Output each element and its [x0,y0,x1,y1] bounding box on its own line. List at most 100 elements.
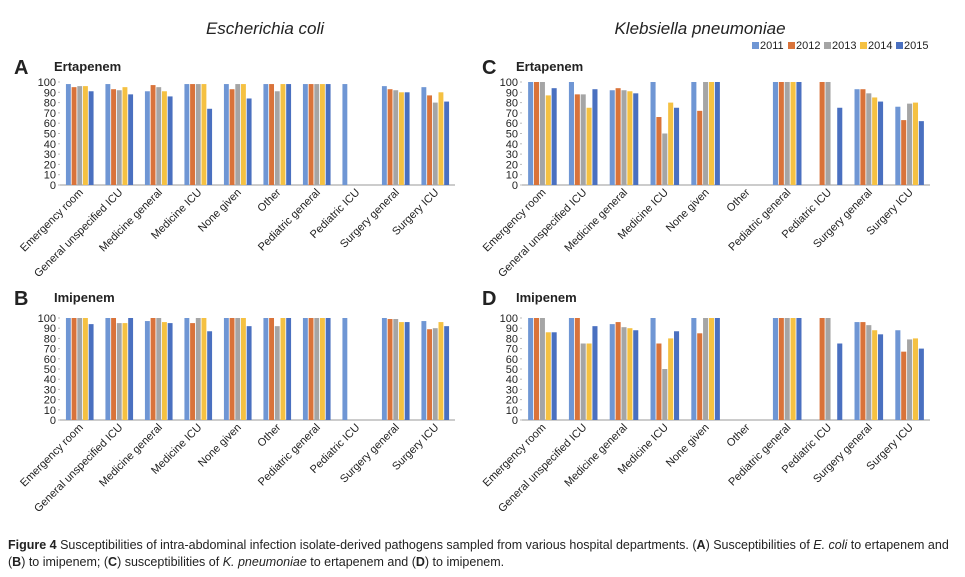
bar [866,325,872,420]
chart-title: Imipenem [54,290,115,305]
chart-panel: A Ertapenem0102030405060708090100Emergenc… [14,57,455,280]
bar [387,89,393,185]
bar [528,82,534,185]
bar [615,88,621,185]
y-tick-label: 10 [506,405,518,417]
bar [302,318,308,420]
y-tick-label: 0 [50,180,56,192]
bar [772,82,778,185]
bar [621,327,627,420]
bar [161,322,167,420]
y-tick-label: 70 [44,344,56,356]
bar [912,102,919,185]
bar [668,102,674,185]
bar [878,101,884,185]
bar [586,107,592,185]
y-tick-label: 60 [506,354,518,366]
y-tick-label: 30 [506,149,518,161]
bar [825,82,831,185]
bar [627,328,633,420]
bar [825,318,831,420]
legend-label: 2014 [868,40,892,52]
bar [533,318,540,420]
bar [77,318,83,420]
bar [790,318,796,420]
bar [274,326,280,420]
bar [674,107,680,185]
bar [901,120,907,185]
y-tick-label: 50 [44,364,56,376]
bar [708,318,715,420]
legend-label: 2015 [904,40,928,52]
legend-swatch [788,42,795,49]
bar [568,318,574,420]
legend-swatch [752,42,759,49]
bar [819,318,825,420]
bar [77,86,83,185]
bar [854,89,860,185]
y-tick-label: 50 [506,129,518,141]
bar [528,318,534,420]
bar [551,88,557,185]
bar [314,318,320,420]
caption-part: Figure 4 [8,538,57,552]
bar [229,89,235,185]
bar [263,318,269,420]
y-tick-label: 30 [506,384,518,396]
y-tick-label: 50 [44,129,56,141]
bar [144,91,150,185]
legend-swatch [824,42,831,49]
y-tick-label: 40 [44,139,56,151]
bar [697,333,703,420]
bar [269,84,275,185]
bar [229,318,235,420]
bar [656,343,662,420]
bar [586,343,592,420]
y-tick-label: 80 [44,333,56,345]
bar [860,89,866,185]
caption-part: Susceptibilities of intra-abdominal infe… [56,538,697,552]
bar [895,330,901,420]
bar [280,84,286,185]
bar [71,318,77,420]
bar [912,338,919,420]
bar [82,86,88,185]
x-tick-label: None given [664,422,712,470]
bar [161,91,167,185]
bar [223,318,229,420]
y-tick-label: 60 [44,118,56,130]
y-tick-label: 40 [506,139,518,151]
bar [918,121,924,185]
x-tick-label: Other [725,421,753,449]
bar [866,93,872,185]
bar [65,318,71,420]
column-title: Klebsiella pneumoniae [614,19,785,38]
x-tick-label: Other [725,186,753,214]
y-tick-label: 80 [506,333,518,345]
bar [438,322,444,420]
bar [88,91,94,185]
caption-part: K. pneumoniae [222,555,307,569]
bar [609,90,615,185]
bar [662,369,668,420]
bar [144,321,150,420]
panel-letter: A [14,57,28,79]
bar [150,85,156,185]
bar [274,91,280,185]
bar [404,92,410,185]
chart-title: Ertapenem [516,59,583,74]
bar [184,84,190,185]
bar [837,107,843,185]
bar [393,90,399,185]
bar [650,82,656,185]
bar [421,321,427,420]
bar [195,84,201,185]
bar [116,323,122,420]
bar [545,332,551,420]
bar [592,326,598,420]
caption: Figure 4 Susceptibilities of intra-abdom… [8,537,956,571]
bar [837,343,843,420]
y-tick-label: 0 [512,180,518,192]
bar [878,334,884,420]
